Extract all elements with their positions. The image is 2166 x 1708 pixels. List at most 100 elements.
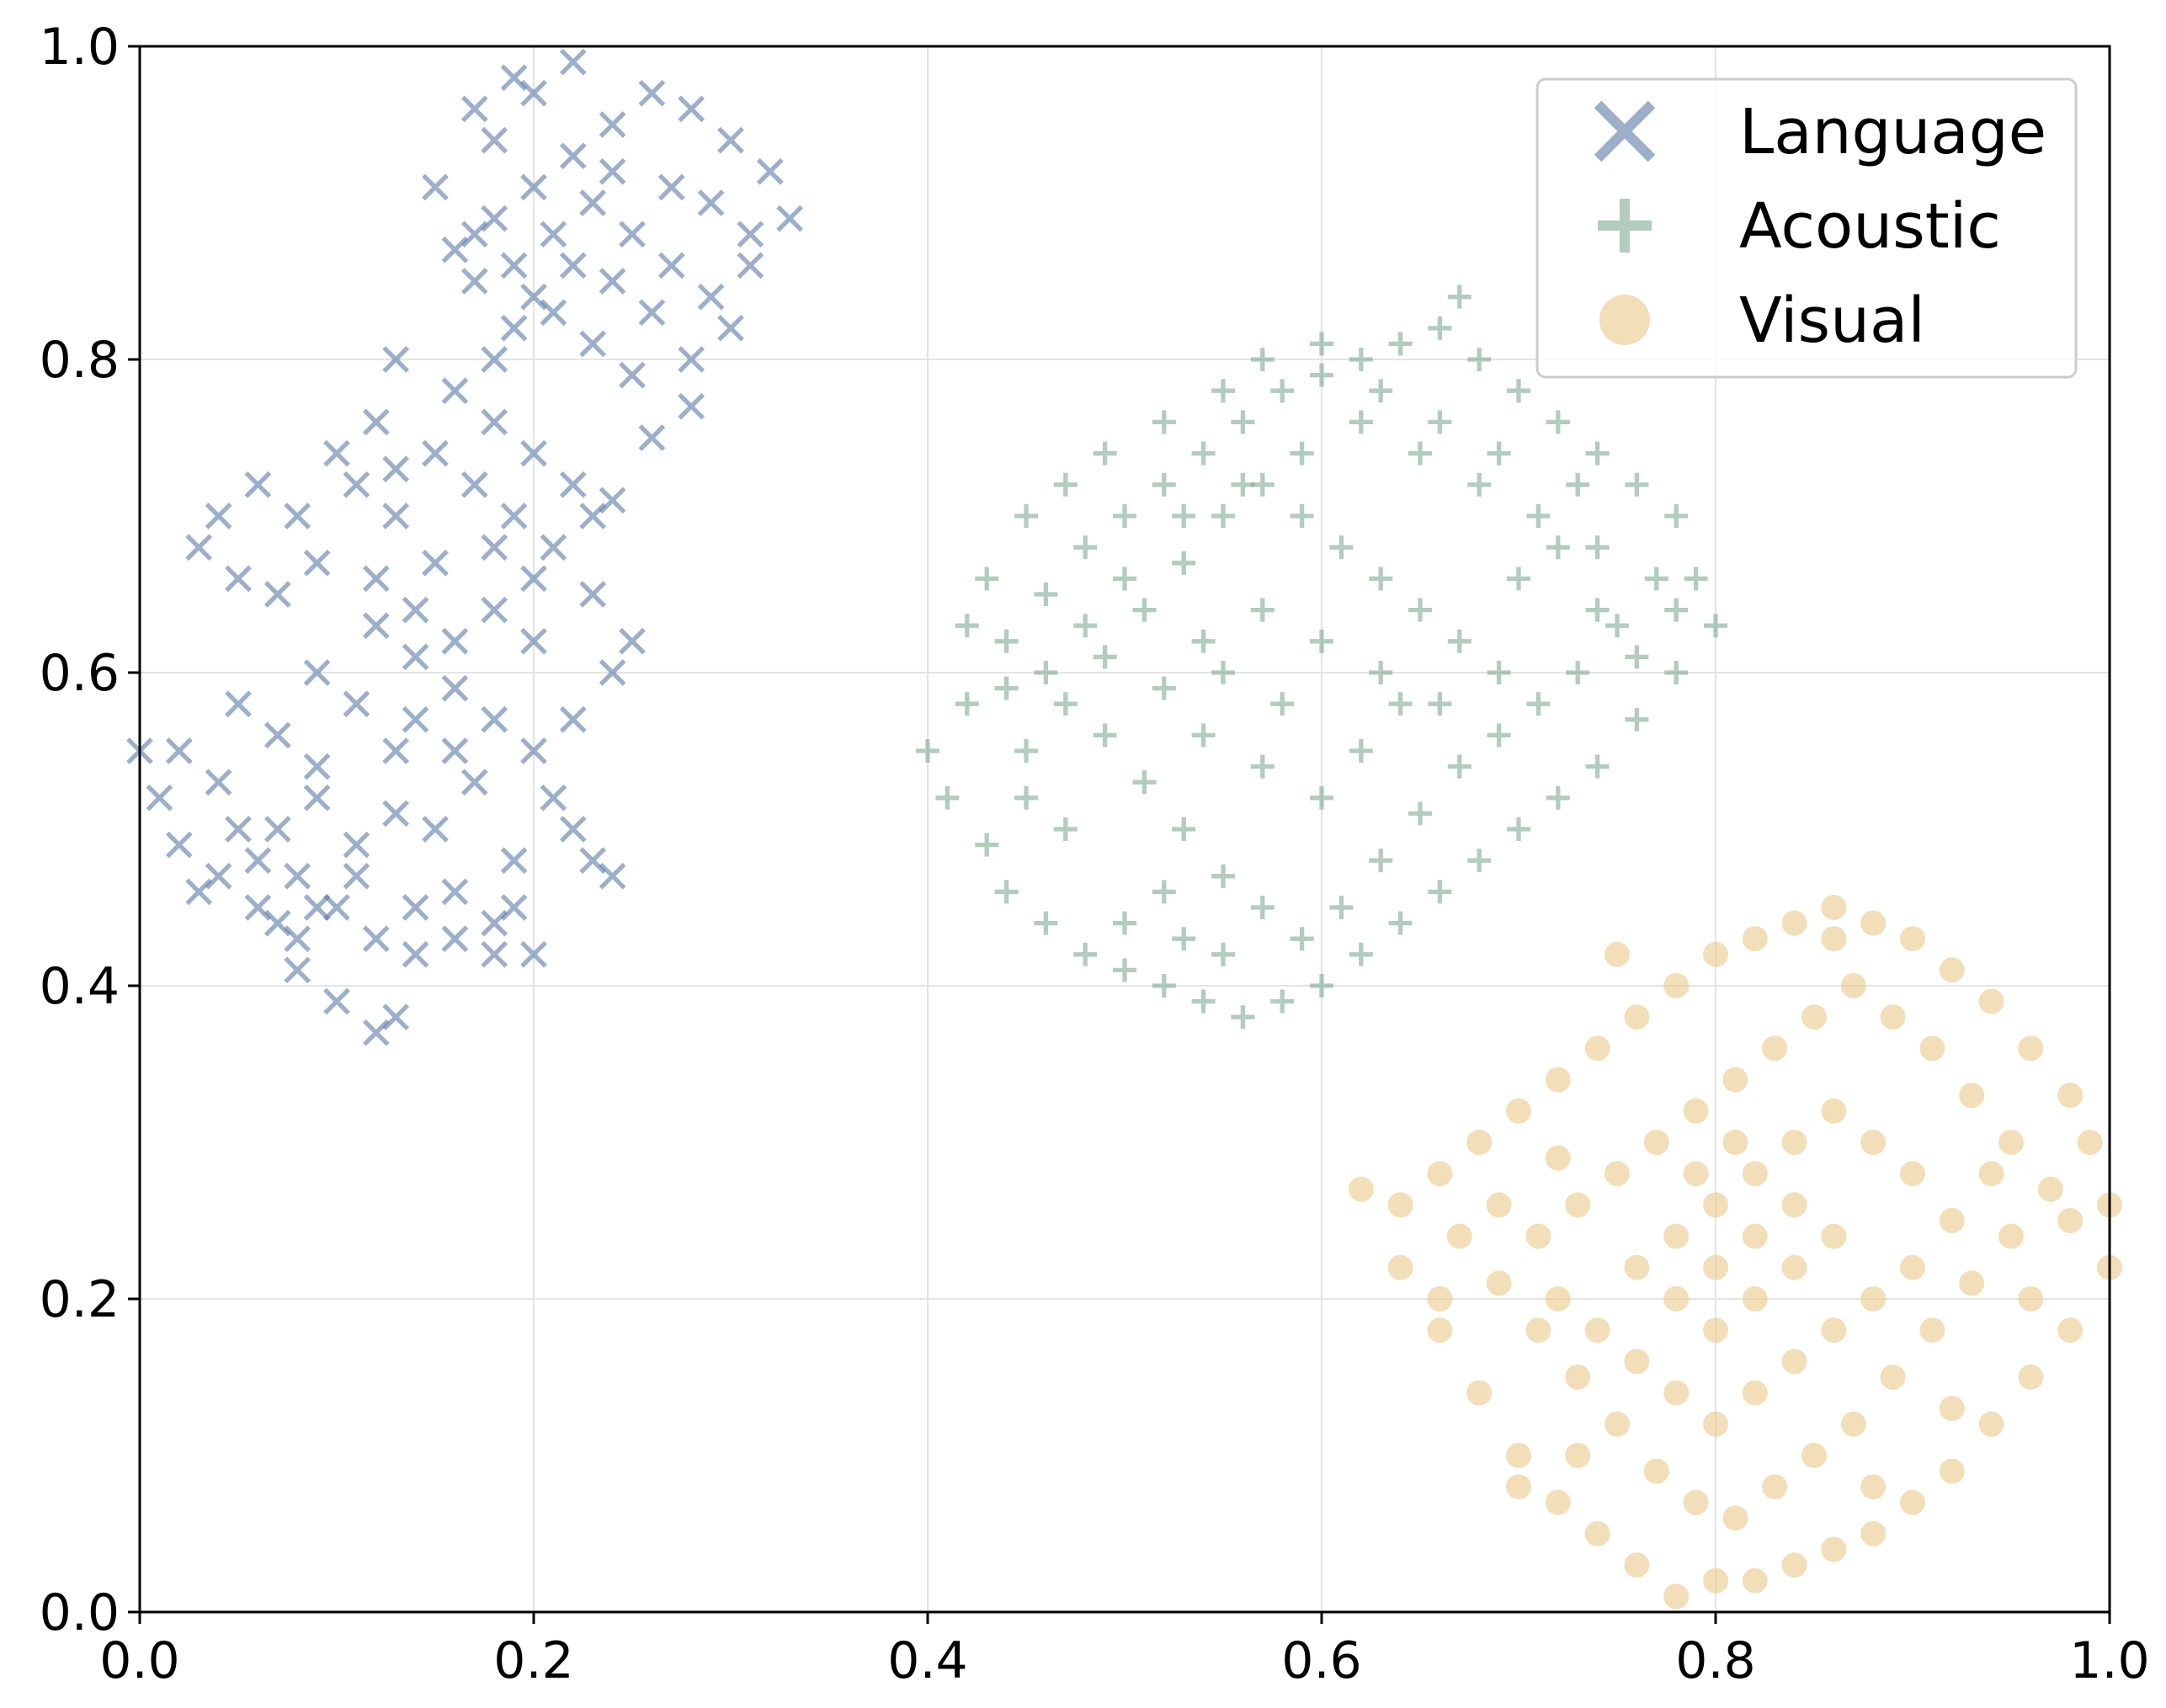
- language-point: [481, 705, 508, 733]
- visual-point: [1722, 1067, 1748, 1093]
- visual-point: [1821, 1317, 1847, 1344]
- visual-point: [1446, 1223, 1472, 1249]
- language-point: [225, 690, 252, 718]
- visual-point: [1663, 973, 1690, 998]
- acoustic-point: [1408, 801, 1432, 826]
- acoustic-point: [1290, 504, 1314, 528]
- visual-point: [2057, 1083, 2084, 1109]
- language-point: [460, 221, 488, 248]
- visual-point: [1781, 1349, 1807, 1375]
- visual-point: [1663, 1583, 1690, 1610]
- language-point: [343, 831, 370, 859]
- acoustic-point: [975, 833, 999, 857]
- acoustic-point: [1270, 379, 1295, 403]
- language-point: [165, 737, 193, 764]
- language-point: [362, 565, 390, 593]
- acoustic-point: [1113, 958, 1136, 982]
- visual-point: [1742, 1380, 1768, 1406]
- language-point: [579, 503, 607, 529]
- legend-label-language: Language: [1739, 96, 2046, 168]
- language-point: [284, 925, 311, 953]
- acoustic-point: [1310, 974, 1333, 998]
- visual-point: [1959, 1270, 1985, 1296]
- points: [126, 48, 2122, 1610]
- language-point: [599, 268, 626, 295]
- language-point: [599, 862, 626, 890]
- acoustic-point: [1073, 535, 1098, 560]
- acoustic-point: [1250, 598, 1275, 622]
- acoustic-point: [1349, 410, 1373, 434]
- acoustic-point: [1585, 598, 1610, 622]
- language-point: [323, 987, 350, 1015]
- visual-point: [1781, 1552, 1807, 1578]
- visual-point: [1584, 1521, 1610, 1546]
- language-point: [362, 612, 390, 640]
- acoustic-point: [1310, 785, 1333, 810]
- acoustic-point: [994, 880, 1019, 904]
- visual-point: [1703, 1411, 1728, 1437]
- language-point: [185, 534, 213, 561]
- language-point: [579, 581, 607, 608]
- language-point: [382, 455, 410, 483]
- language-point: [362, 1019, 390, 1046]
- language-point: [520, 737, 547, 764]
- acoustic-point: [1172, 551, 1196, 575]
- language-point: [382, 346, 410, 373]
- visual-point: [1624, 1552, 1650, 1578]
- acoustic-point: [1566, 661, 1590, 684]
- acoustic-point: [1290, 927, 1314, 951]
- language-point: [263, 581, 291, 608]
- acoustic-point: [1093, 723, 1117, 748]
- x-tick-label: 0.6: [1281, 1631, 1361, 1690]
- acoustic-point: [955, 692, 979, 716]
- visual-point: [2018, 1365, 2044, 1390]
- x-tick-label: 0.2: [493, 1631, 573, 1690]
- acoustic-point: [1113, 504, 1136, 528]
- visual-point: [1880, 1365, 1906, 1390]
- acoustic-point: [1664, 598, 1689, 622]
- visual-point: [1781, 1192, 1807, 1218]
- language-point: [441, 925, 469, 953]
- acoustic-point: [1388, 332, 1413, 356]
- visual-point: [1801, 1443, 1827, 1468]
- visual-point: [1742, 1286, 1768, 1312]
- acoustic-point: [1408, 441, 1432, 466]
- visual-point: [1860, 1286, 1887, 1312]
- language-point: [244, 894, 272, 921]
- acoustic-point: [1329, 535, 1354, 560]
- language-point: [520, 79, 547, 107]
- legend-label-visual: Visual: [1739, 285, 1925, 357]
- visual-point: [1919, 1035, 1945, 1062]
- x-tick-label: 0.0: [99, 1631, 179, 1690]
- acoustic-point: [1053, 472, 1078, 497]
- acoustic-point: [1507, 817, 1530, 841]
- language-point: [441, 236, 469, 263]
- language-point: [520, 439, 547, 467]
- visual-point: [2018, 1035, 2044, 1062]
- language-point: [540, 784, 567, 811]
- language-point: [657, 173, 685, 201]
- language-point: [717, 126, 744, 154]
- acoustic-point: [1034, 583, 1058, 606]
- acoustic-point: [1487, 441, 1511, 466]
- visual-point: [1781, 1254, 1807, 1280]
- visual-point: [1978, 1411, 2004, 1437]
- language-point: [756, 157, 784, 185]
- acoustic-point: [1585, 441, 1610, 466]
- language-point: [638, 424, 666, 451]
- visual-point: [1565, 1192, 1591, 1218]
- language-point: [481, 346, 508, 373]
- visual-point: [1486, 1192, 1512, 1218]
- acoustic-point: [1487, 723, 1511, 748]
- visual-point: [1545, 1145, 1571, 1171]
- acoustic-point: [935, 785, 960, 810]
- acoustic-point: [994, 629, 1019, 653]
- visual-point: [1722, 1505, 1748, 1531]
- acoustic-point: [1113, 911, 1136, 935]
- language-point: [520, 565, 547, 593]
- visual-point: [1840, 973, 1866, 998]
- visual-point: [1663, 1223, 1690, 1249]
- x-tick-label: 0.4: [887, 1631, 967, 1690]
- visual-point: [1762, 1035, 1788, 1062]
